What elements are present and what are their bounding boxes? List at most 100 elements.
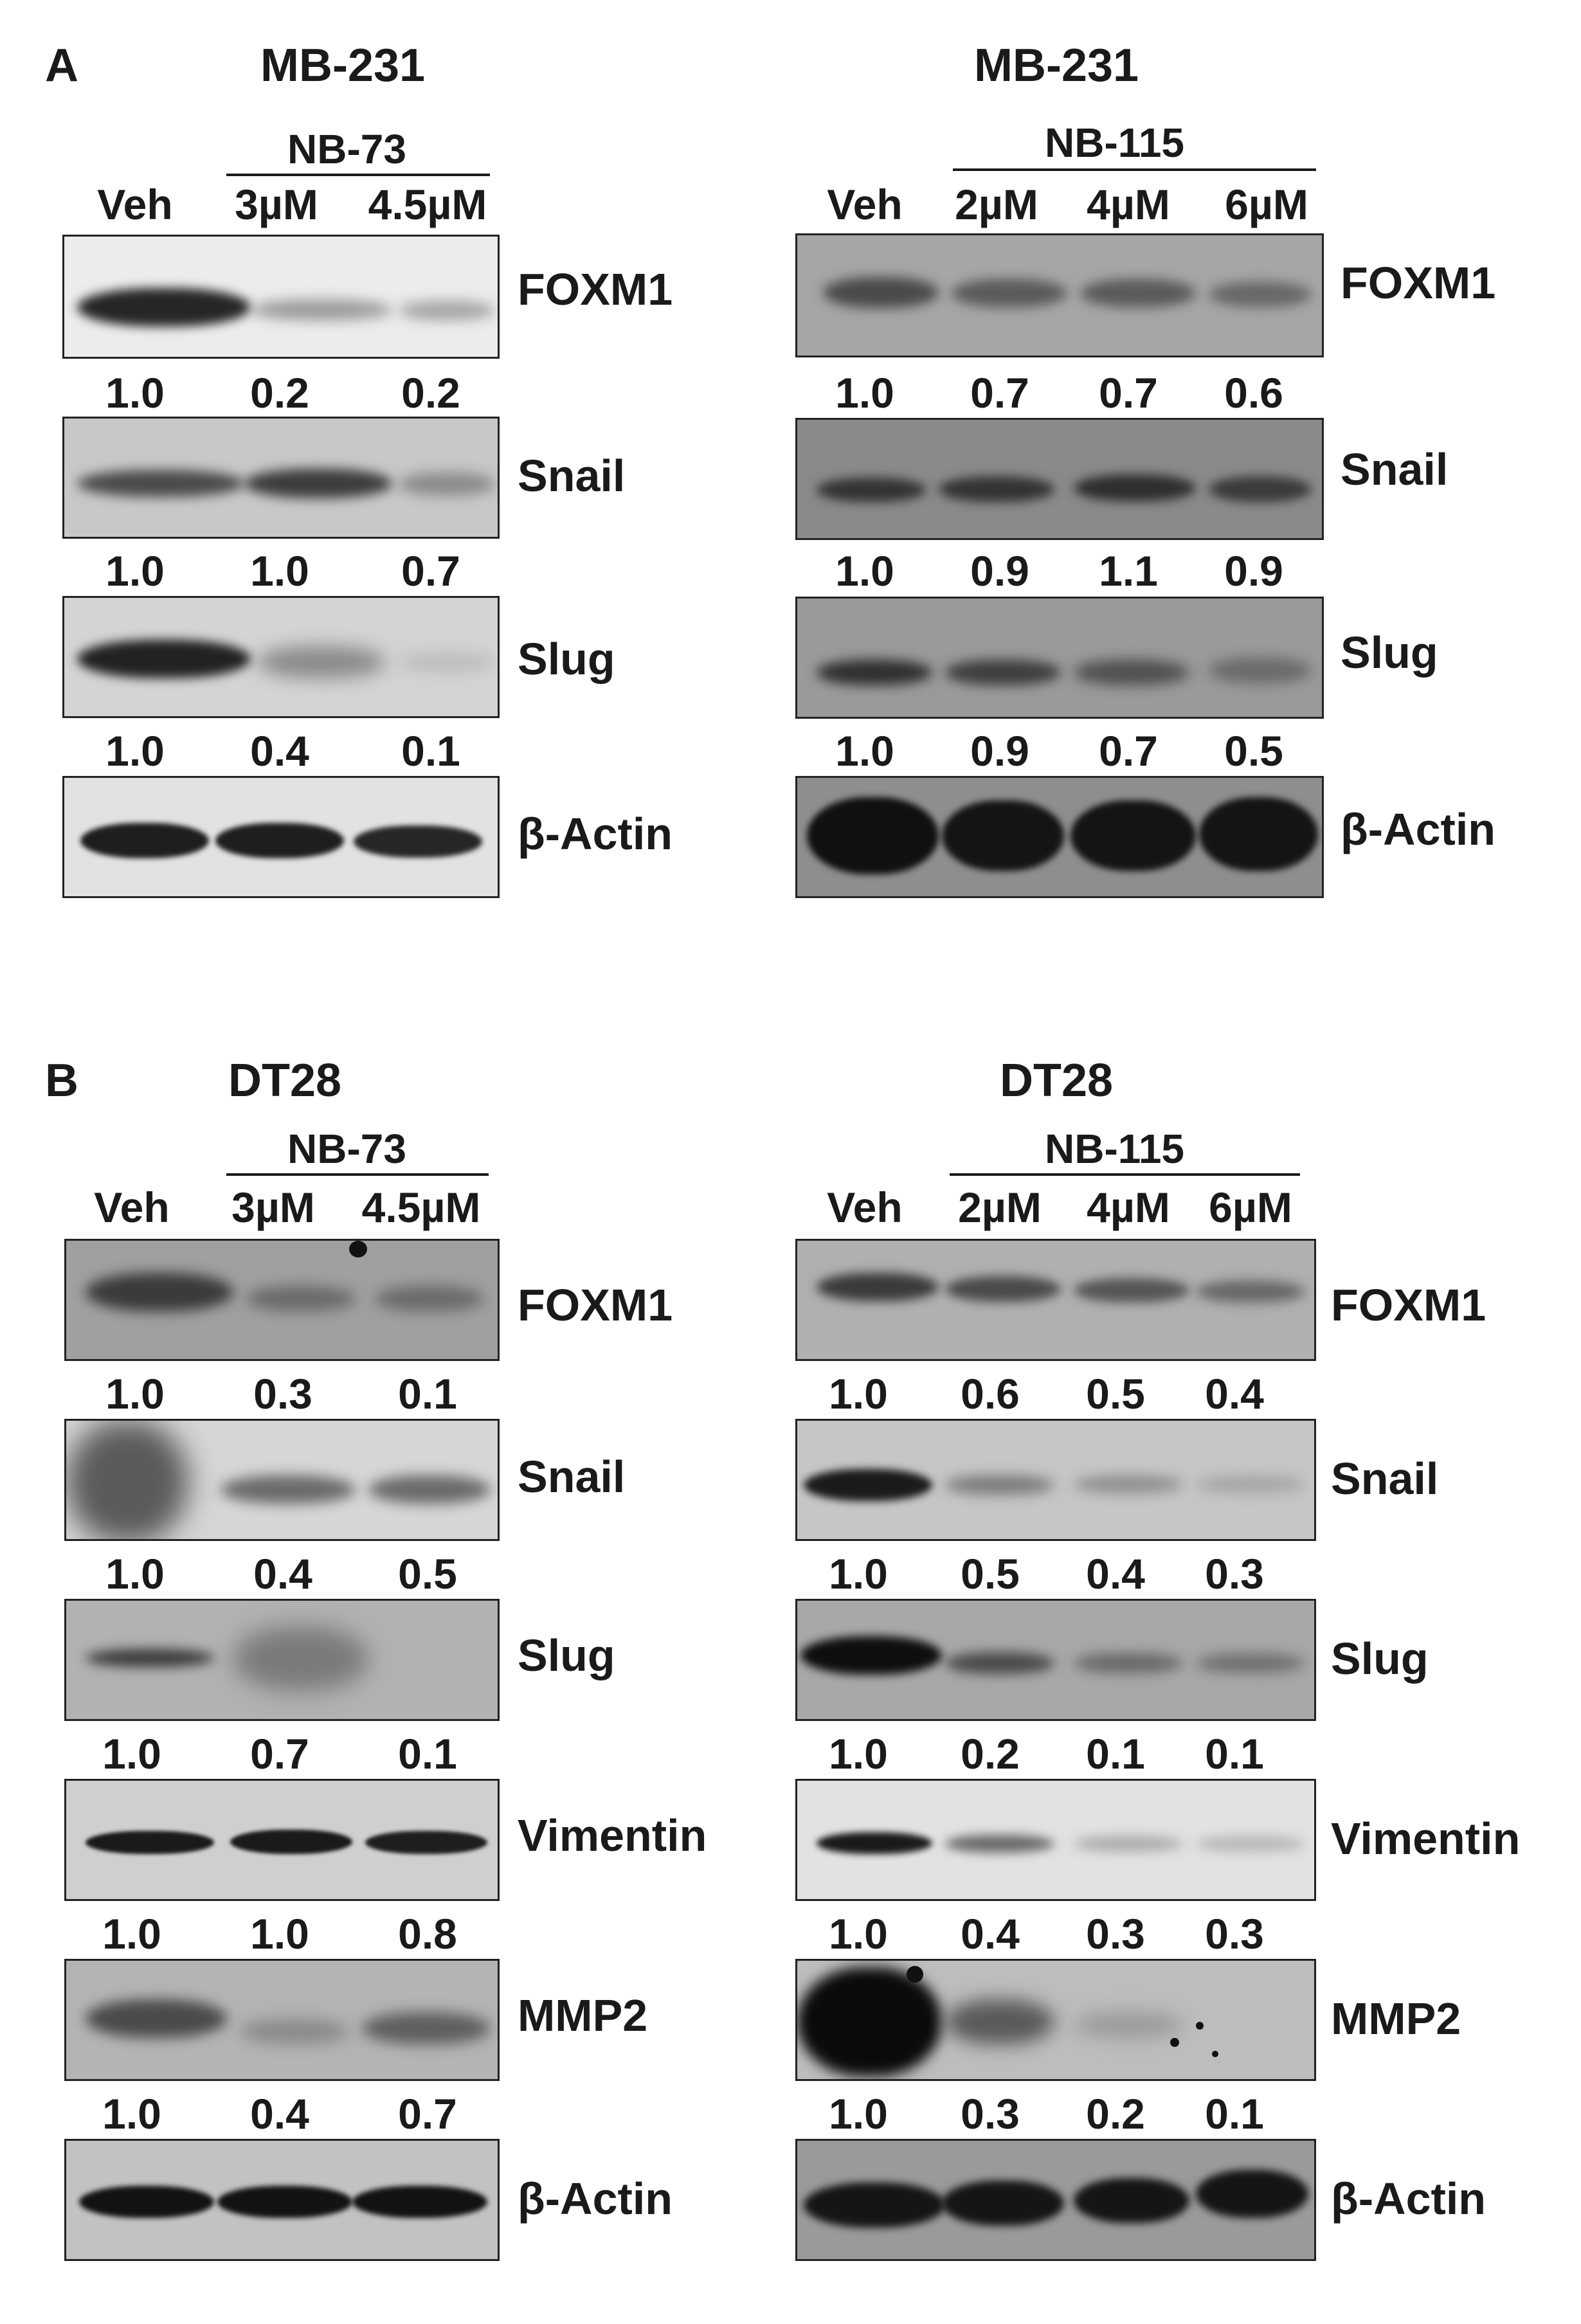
blot-band bbox=[246, 1286, 356, 1311]
blot-image-snail bbox=[62, 417, 500, 539]
quant-value: 0.7 bbox=[398, 2090, 457, 2138]
blot-band bbox=[240, 2019, 349, 2044]
quant-value: 0.3 bbox=[253, 1370, 312, 1418]
quant-value: 1.0 bbox=[105, 1370, 165, 1418]
quant-value: 0.1 bbox=[1205, 2090, 1264, 2138]
protein-label: β-Actin bbox=[1331, 2174, 1486, 2224]
blot-band bbox=[1074, 2012, 1183, 2038]
quant-value: 0.7 bbox=[970, 369, 1029, 417]
blot-image-mmp2 bbox=[64, 1959, 500, 2081]
lane-label: 2µM bbox=[958, 1184, 1042, 1231]
treatment-bracket bbox=[953, 168, 1316, 171]
quant-value: 1.1 bbox=[1099, 547, 1158, 595]
protein-label: FOXM1 bbox=[1331, 1280, 1486, 1330]
lane-label: 4µM bbox=[1087, 1184, 1170, 1231]
quant-value: 0.2 bbox=[401, 369, 460, 417]
blot-image-slug bbox=[64, 1599, 500, 1721]
blot-band bbox=[86, 1999, 227, 2038]
protein-label: Slug bbox=[518, 1630, 615, 1680]
lane-label: Veh bbox=[827, 1184, 903, 1231]
drug-label: NB-73 bbox=[287, 1126, 406, 1172]
blot-speck bbox=[1196, 2022, 1204, 2030]
quant-value: 0.3 bbox=[1205, 1550, 1264, 1598]
quant-value: 0.3 bbox=[1205, 1910, 1264, 1958]
blot-band bbox=[817, 660, 932, 685]
blot-band bbox=[1199, 797, 1318, 871]
quant-value: 0.2 bbox=[250, 369, 309, 417]
blot-band bbox=[244, 469, 392, 498]
blot-band bbox=[945, 1835, 1054, 1853]
blot-band bbox=[217, 2186, 352, 2218]
cell-line-title: MB-231 bbox=[260, 40, 426, 91]
quant-value: 0.1 bbox=[398, 1370, 457, 1418]
blot-band bbox=[257, 646, 386, 678]
protein-label: Vimentin bbox=[518, 1810, 707, 1860]
blot-band bbox=[1074, 474, 1196, 501]
blot-image-beta-actin bbox=[64, 2139, 500, 2261]
quant-value: 0.6 bbox=[961, 1370, 1020, 1418]
quant-value: 0.4 bbox=[250, 2090, 309, 2138]
blot-image-vimentin bbox=[795, 1779, 1316, 1901]
lane-label: 2µM bbox=[955, 181, 1038, 228]
blot-band bbox=[1074, 2178, 1189, 2223]
blot-band bbox=[1074, 1653, 1183, 1673]
protein-label: Slug bbox=[1341, 627, 1438, 678]
protein-label: β-Actin bbox=[518, 2174, 673, 2224]
blot-band bbox=[945, 1276, 1061, 1302]
quant-value: 0.7 bbox=[1099, 727, 1158, 775]
lane-label: 4.5µM bbox=[368, 181, 487, 228]
blot-band bbox=[817, 478, 926, 502]
blot-image-foxm1 bbox=[795, 1239, 1316, 1361]
quant-value: 0.9 bbox=[1224, 547, 1283, 595]
drug-label: NB-115 bbox=[1045, 1126, 1184, 1172]
blot-band bbox=[1074, 1278, 1189, 1302]
blot-band bbox=[1209, 282, 1312, 307]
blot-band bbox=[362, 2012, 491, 2044]
blot-band bbox=[66, 1421, 188, 1539]
treatment-bracket bbox=[950, 1173, 1300, 1176]
quant-value: 0.8 bbox=[398, 1910, 457, 1958]
blot-band bbox=[86, 1273, 233, 1311]
quant-value: 1.0 bbox=[829, 1370, 888, 1418]
protein-label: Slug bbox=[1331, 1634, 1429, 1684]
blot-band bbox=[804, 1469, 932, 1501]
blot-speck bbox=[349, 1241, 367, 1257]
blot-image-slug bbox=[795, 597, 1324, 719]
protein-label: MMP2 bbox=[1331, 1994, 1461, 2044]
blot-band bbox=[804, 2183, 945, 2228]
blot-band bbox=[939, 476, 1054, 502]
quant-value: 1.0 bbox=[835, 727, 894, 775]
quant-value: 1.0 bbox=[105, 547, 165, 595]
protein-label: MMP2 bbox=[518, 1990, 648, 2040]
blot-image-beta-actin bbox=[795, 2139, 1316, 2261]
quant-value: 0.9 bbox=[970, 727, 1029, 775]
blot-band bbox=[215, 823, 344, 858]
lane-label: 3µM bbox=[235, 181, 318, 228]
quant-value: 0.2 bbox=[1086, 2090, 1145, 2138]
blot-image-beta-actin bbox=[62, 776, 500, 898]
blot-image-foxm1 bbox=[795, 233, 1324, 357]
protein-label: FOXM1 bbox=[518, 1280, 673, 1330]
drug-label: NB-73 bbox=[287, 126, 406, 172]
blot-band bbox=[942, 2181, 1064, 2226]
quant-value: 1.0 bbox=[102, 1910, 161, 1958]
protein-label: Snail bbox=[1331, 1454, 1439, 1504]
blot-band bbox=[86, 1649, 214, 1667]
quant-value: 1.0 bbox=[835, 547, 894, 595]
quant-value: 0.1 bbox=[401, 727, 460, 775]
blot-band bbox=[945, 1475, 1054, 1495]
blot-band bbox=[817, 1832, 932, 1854]
quant-value: 0.6 bbox=[1224, 369, 1283, 417]
protein-label: β-Actin bbox=[1341, 804, 1496, 854]
blot-band bbox=[352, 2186, 487, 2218]
quant-value: 0.5 bbox=[961, 1550, 1020, 1598]
lane-label: Veh bbox=[827, 181, 903, 228]
quant-value: 0.7 bbox=[1099, 369, 1158, 417]
cell-line-title: MB-231 bbox=[974, 40, 1139, 91]
blot-band bbox=[365, 1831, 487, 1854]
blot-band bbox=[945, 660, 1061, 685]
treatment-bracket bbox=[226, 1173, 489, 1176]
quant-value: 1.0 bbox=[102, 1730, 161, 1778]
blot-image-beta-actin bbox=[795, 776, 1324, 898]
blot-band bbox=[221, 1475, 356, 1504]
